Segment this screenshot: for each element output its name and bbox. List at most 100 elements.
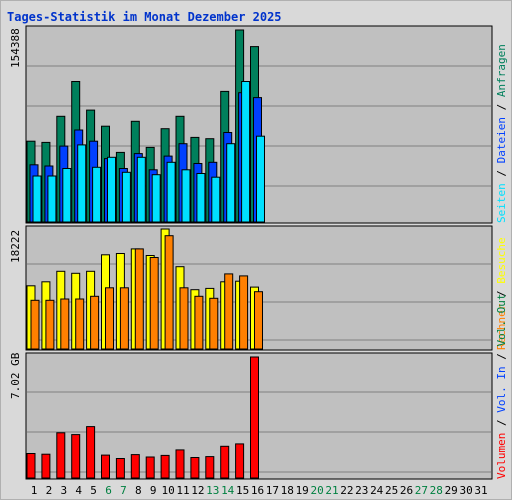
x-tick-labels: 1 2 3 4 5 6 7 8 9 10 11 12 13 14 15 16 17 18 19 20 21 22 23 24 2… — [31, 484, 488, 497]
sites-bar — [149, 257, 159, 350]
volume-bar — [130, 454, 140, 479]
x-tick-label: 12 — [191, 484, 204, 497]
pages-bar — [256, 135, 265, 223]
x-tick-label: 27 — [415, 484, 428, 497]
volume-bar — [220, 445, 230, 479]
y-max-label-bottom: 7.02 GB — [9, 352, 22, 399]
sites-bar — [239, 275, 249, 350]
x-tick-label: 2 — [46, 484, 53, 497]
volume-bar — [190, 457, 200, 479]
volume-bar — [41, 453, 51, 479]
legend-files: Dateien — [495, 117, 508, 163]
sites-bar — [194, 295, 204, 350]
pages-bar — [107, 156, 116, 223]
legend-volume-out: Vol. Out — [495, 294, 508, 347]
x-tick-label: 29 — [445, 484, 458, 497]
pages-bar — [166, 161, 176, 223]
chart-title: Tages-Statistik im Monat Dezember 2025 — [7, 10, 282, 24]
pages-bar — [92, 166, 102, 223]
x-tick-label: 3 — [60, 484, 67, 497]
x-tick-label: 4 — [75, 484, 82, 497]
sites-bar — [60, 298, 70, 350]
pages-bar — [211, 176, 221, 223]
x-tick-label: 8 — [135, 484, 142, 497]
volume-bar — [56, 432, 66, 479]
x-tick-label: 21 — [325, 484, 338, 497]
x-tick-label: 5 — [90, 484, 97, 497]
volume-bar — [115, 458, 125, 479]
volume-bar — [235, 443, 245, 479]
y-max-label-top: 154388 — [9, 28, 22, 68]
x-tick-label: 26 — [400, 484, 413, 497]
legend-hits: Anfragen — [495, 44, 508, 97]
sites-bar — [90, 295, 100, 350]
x-tick-label: 14 — [221, 484, 235, 497]
volume-bar — [160, 454, 170, 479]
x-tick-label: 10 — [161, 484, 174, 497]
volume-bar — [71, 434, 81, 479]
legend-separator: / — [495, 353, 508, 360]
legend-visits: Besuche — [495, 237, 508, 283]
x-tick-label: 24 — [370, 484, 384, 497]
pages-bar — [121, 171, 131, 223]
pages-bar — [47, 175, 57, 223]
volume-bar — [205, 456, 215, 479]
legend-middle: Rechner / Besuche — [495, 237, 508, 350]
x-tick-label: 6 — [105, 484, 112, 497]
x-tick-label: 11 — [176, 484, 189, 497]
sites-bar — [119, 287, 129, 350]
sites-bar — [179, 287, 189, 350]
volume-bar — [26, 453, 36, 479]
legend-bottom: Volumen / Vol. In / Vol. Out — [495, 294, 508, 479]
svg-text:Rechner / Besu: Rechner / Besuche — [495, 237, 508, 350]
legend-pages: Seiten — [495, 183, 508, 223]
x-tick-label: 28 — [430, 484, 443, 497]
sites-bar — [134, 248, 144, 350]
x-tick-label: 30 — [459, 484, 472, 497]
x-tick-label: 31 — [474, 484, 487, 497]
volume-bar — [145, 456, 155, 479]
legend-volume: Volumen — [495, 433, 508, 479]
x-tick-label: 25 — [385, 484, 398, 497]
y-max-label-middle: 18222 — [9, 230, 22, 263]
volume-bar — [175, 449, 185, 479]
x-tick-label: 15 — [236, 484, 249, 497]
legend-separator: / — [495, 170, 508, 177]
volume-bar — [101, 454, 110, 479]
bars — [26, 29, 265, 479]
svg-text:Seiten / Datei: Seiten / Dateien / Anfragen — [495, 44, 508, 223]
x-tick-label: 22 — [340, 484, 353, 497]
x-tick-label: 19 — [296, 484, 309, 497]
legend-volume-in: Vol. In — [495, 366, 508, 412]
legend-separator: / — [495, 419, 508, 426]
x-tick-label: 20 — [310, 484, 323, 497]
sites-bar — [45, 299, 55, 350]
sites-bar — [105, 287, 114, 350]
x-tick-label: 13 — [206, 484, 219, 497]
pages-bar — [151, 174, 161, 223]
x-tick-label: 7 — [120, 484, 127, 497]
legend-sites: Rechner — [495, 303, 508, 350]
legend-separator: / — [495, 290, 508, 297]
x-tick-label: 18 — [281, 484, 294, 497]
sites-bar — [75, 298, 85, 350]
x-tick-label: 17 — [266, 484, 279, 497]
legend-top: Seiten / Dateien / Anfragen — [495, 44, 508, 223]
pages-bar — [241, 81, 251, 223]
sites-bar — [30, 299, 40, 350]
svg-text:Volumen / Vol.: Volumen / Vol. In / Vol. Out — [495, 294, 508, 479]
pages-bar — [32, 175, 42, 223]
x-tick-label: 9 — [150, 484, 157, 497]
pages-bar — [77, 144, 87, 223]
volume-bar — [86, 426, 96, 479]
pages-bar — [226, 143, 236, 223]
legend-separator: / — [495, 104, 508, 111]
sites-bar — [254, 291, 263, 350]
volume-bar — [250, 356, 259, 479]
pages-bar — [136, 156, 146, 223]
pages-bar — [181, 169, 191, 223]
x-tick-label: 23 — [355, 484, 368, 497]
sites-bar — [209, 297, 219, 350]
